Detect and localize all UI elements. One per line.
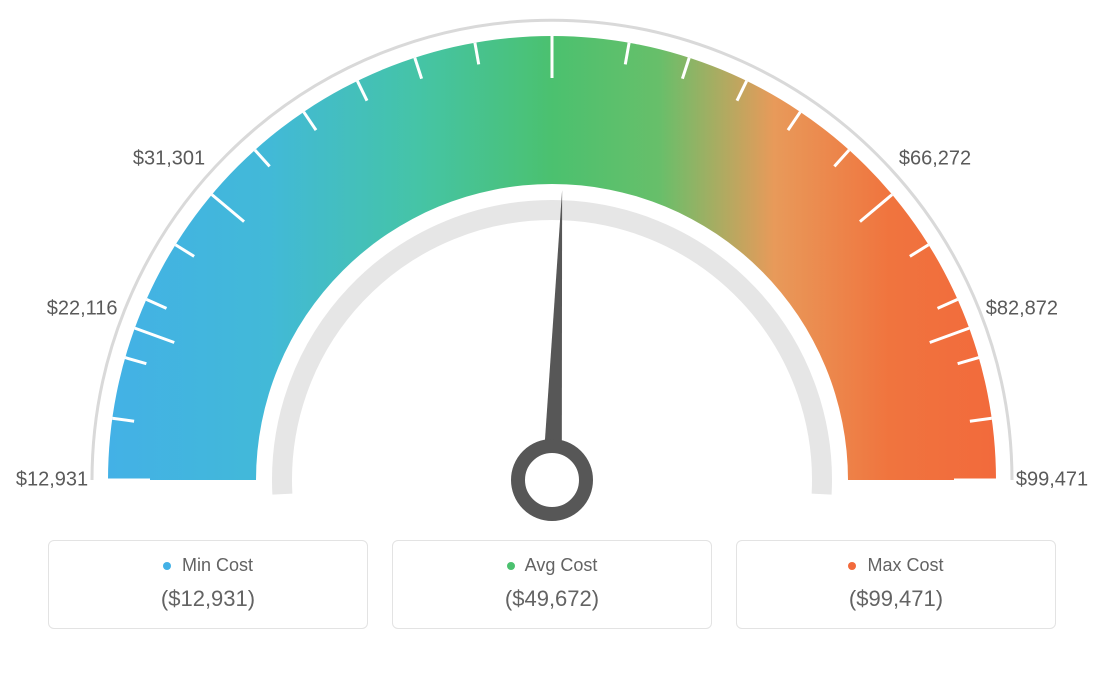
gauge-tick-label: $12,931 [16,469,88,492]
gauge-svg [0,0,1104,540]
avg-cost-card: Avg Cost ($49,672) [392,540,712,629]
gauge-chart: $12,931$22,116$31,301$49,672$66,272$82,8… [0,0,1104,540]
avg-cost-label: Avg Cost [525,555,598,575]
max-cost-card: Max Cost ($99,471) [736,540,1056,629]
max-dot-icon [848,562,856,570]
min-cost-card: Min Cost ($12,931) [48,540,368,629]
min-cost-label: Min Cost [182,555,253,575]
avg-cost-title: Avg Cost [403,555,701,576]
min-dot-icon [163,562,171,570]
avg-dot-icon [507,562,515,570]
max-cost-label: Max Cost [867,555,943,575]
gauge-tick-label: $99,471 [1016,469,1088,492]
avg-cost-value: ($49,672) [403,586,701,612]
min-cost-value: ($12,931) [59,586,357,612]
max-cost-title: Max Cost [747,555,1045,576]
gauge-tick-label: $66,272 [899,147,971,170]
gauge-tick-label: $82,872 [986,297,1058,320]
summary-cards-row: Min Cost ($12,931) Avg Cost ($49,672) Ma… [0,540,1104,659]
max-cost-value: ($99,471) [747,586,1045,612]
min-cost-title: Min Cost [59,555,357,576]
gauge-tick-label: $31,301 [133,147,205,170]
gauge-tick-label: $22,116 [47,297,118,320]
